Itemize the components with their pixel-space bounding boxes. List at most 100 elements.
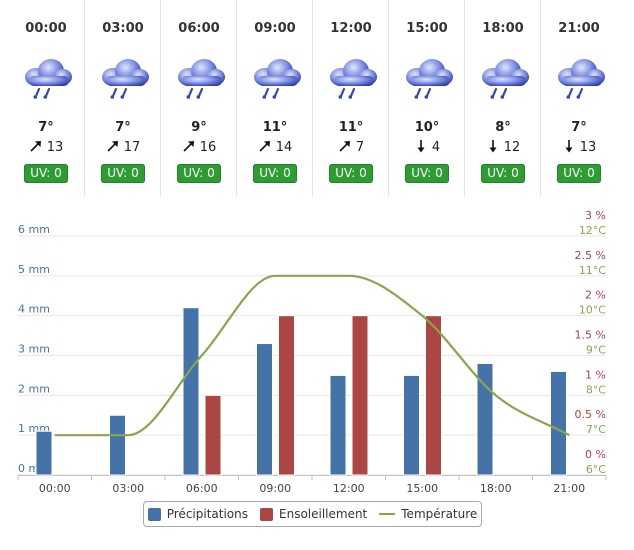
forecast-column: 15:00 10° 4 UV: 0 [388,0,465,196]
forecast-time: 00:00 [25,21,67,36]
forecast-temperature: 9° [191,120,207,135]
y-tick-label-temp: 6°C [586,463,606,476]
arrow-down-icon [562,140,580,155]
forecast-column: 06:00 9° 16 UV: 0 [160,0,237,196]
y-tick-label-mm: 2 mm [18,382,50,395]
forecast-column: 00:00 7° 13 UV: 0 [8,0,84,196]
rain-cloud-icon [389,56,465,104]
x-tick-label: 15:00 [406,482,438,495]
bar-precipitations [403,374,420,476]
legend-item-temperature[interactable]: Température [379,507,477,521]
y-tick-label-mm: 6 mm [18,223,50,236]
y-tick-label-temp: 12°C [579,224,606,237]
x-tick-label: 21:00 [553,482,585,495]
y-tick-label-mm: 5 mm [18,263,50,276]
forecast-time: 15:00 [406,21,448,36]
arrow-northeast-icon [29,140,47,155]
y-tick-label-pct: 2.5 % [575,249,606,262]
forecast-column: 12:00 11° 7 UV: 0 [312,0,389,196]
forecast-temperature: 10° [414,120,440,135]
forecast-temperature: 7° [38,120,54,135]
wind-speed: 13 [46,140,64,155]
bar-precipitations [476,362,494,476]
wind-speed: 12 [503,140,521,155]
uv-badge: UV: 0 [253,164,297,183]
forecast-temperature: 7° [115,120,131,135]
bar-precipitations [256,343,273,476]
x-tick-label: 03:00 [112,482,144,495]
y-tick-label-pct: 1.5 % [575,329,606,342]
wind-speed: 13 [579,140,597,155]
forecast-temperature: 7° [571,120,587,135]
y-tick-label-mm: 3 mm [18,343,50,356]
legend-item-precipitations[interactable]: Précipitations [147,507,248,521]
uv-badge: UV: 0 [557,164,601,183]
forecast-temperature: 11° [338,120,364,135]
y-tick-label-mm: 4 mm [18,303,50,316]
chart-legend: Précipitations Ensoleillement Températur… [143,501,482,527]
x-tick-label: 06:00 [186,482,218,495]
hourly-forecast: 00:00 7° 13 UV: 0 03:00 [8,0,618,200]
legend-swatch-precipitations [147,507,161,521]
rain-cloud-icon [8,56,84,104]
bar-ensoleillement [278,315,295,476]
y-tick-label-pct: 0 % [585,448,606,461]
legend-label-precipitations: Précipitations [166,507,248,521]
legend-swatch-ensoleillement [260,507,273,521]
uv-badge: UV: 0 [177,164,221,183]
forecast-time: 12:00 [330,21,372,36]
uv-badge: UV: 0 [24,164,68,183]
x-tick-label: 00:00 [39,482,71,495]
rain-cloud-icon [465,56,541,104]
forecast-wind: 4 [389,139,465,155]
forecast-wind: 12 [465,139,541,155]
y-tick-label-temp: 7°C [586,423,606,436]
uv-badge: UV: 0 [405,164,449,183]
forecast-temperature: 11° [262,120,288,135]
forecast-time: 21:00 [558,21,600,36]
y-tick-label-temp: 8°C [586,383,606,396]
x-tick-label: 12:00 [333,482,365,495]
bar-precipitations [109,414,126,476]
arrow-northeast-icon [258,140,276,155]
legend-item-ensoleillement[interactable]: Ensoleillement [260,507,367,521]
arrow-northeast-icon [182,140,200,155]
bar-ensoleillement [351,315,369,476]
y-tick-label-temp: 11°C [579,264,606,277]
uv-badge: UV: 0 [101,164,145,183]
forecast-time: 09:00 [254,21,296,36]
forecast-wind: 16 [161,139,237,155]
bar-ensoleillement [425,315,442,476]
forecast-time: 03:00 [102,21,144,36]
wind-speed: 14 [275,140,293,155]
uv-badge: UV: 0 [329,164,373,183]
bar-precipitations [329,374,347,476]
bar-precipitations [182,307,200,476]
y-tick-label-temp: 9°C [586,344,606,357]
forecast-column: 03:00 7° 17 UV: 0 [84,0,161,196]
y-tick-label-pct: 0.5 % [575,408,606,421]
bar-precipitations [550,370,567,476]
arrow-northeast-icon [106,140,124,155]
forecast-column: 21:00 7° 13 UV: 0 [540,0,617,196]
forecast-wind: 13 [8,139,84,155]
wind-speed: 7 [355,140,365,155]
legend-swatch-temperature [379,513,396,515]
forecast-column: 18:00 8° 12 UV: 0 [464,0,541,196]
forecast-column: 09:00 11° 14 UV: 0 [236,0,313,196]
wind-speed: 16 [199,140,217,155]
forecast-time: 18:00 [482,21,524,36]
forecast-wind: 14 [237,139,313,155]
rain-cloud-icon [85,56,161,104]
wind-speed: 4 [431,140,441,155]
uv-badge: UV: 0 [481,164,525,183]
x-tick-label: 18:00 [480,482,512,495]
legend-label-temperature: Température [401,507,478,521]
forecast-temperature: 8° [495,120,511,135]
x-tick-label: 09:00 [259,482,291,495]
forecast-time: 06:00 [178,21,220,36]
forecast-wind: 13 [541,139,617,155]
arrow-down-icon [486,140,504,155]
arrow-northeast-icon [338,140,356,155]
legend-label-ensoleillement: Ensoleillement [279,507,368,521]
